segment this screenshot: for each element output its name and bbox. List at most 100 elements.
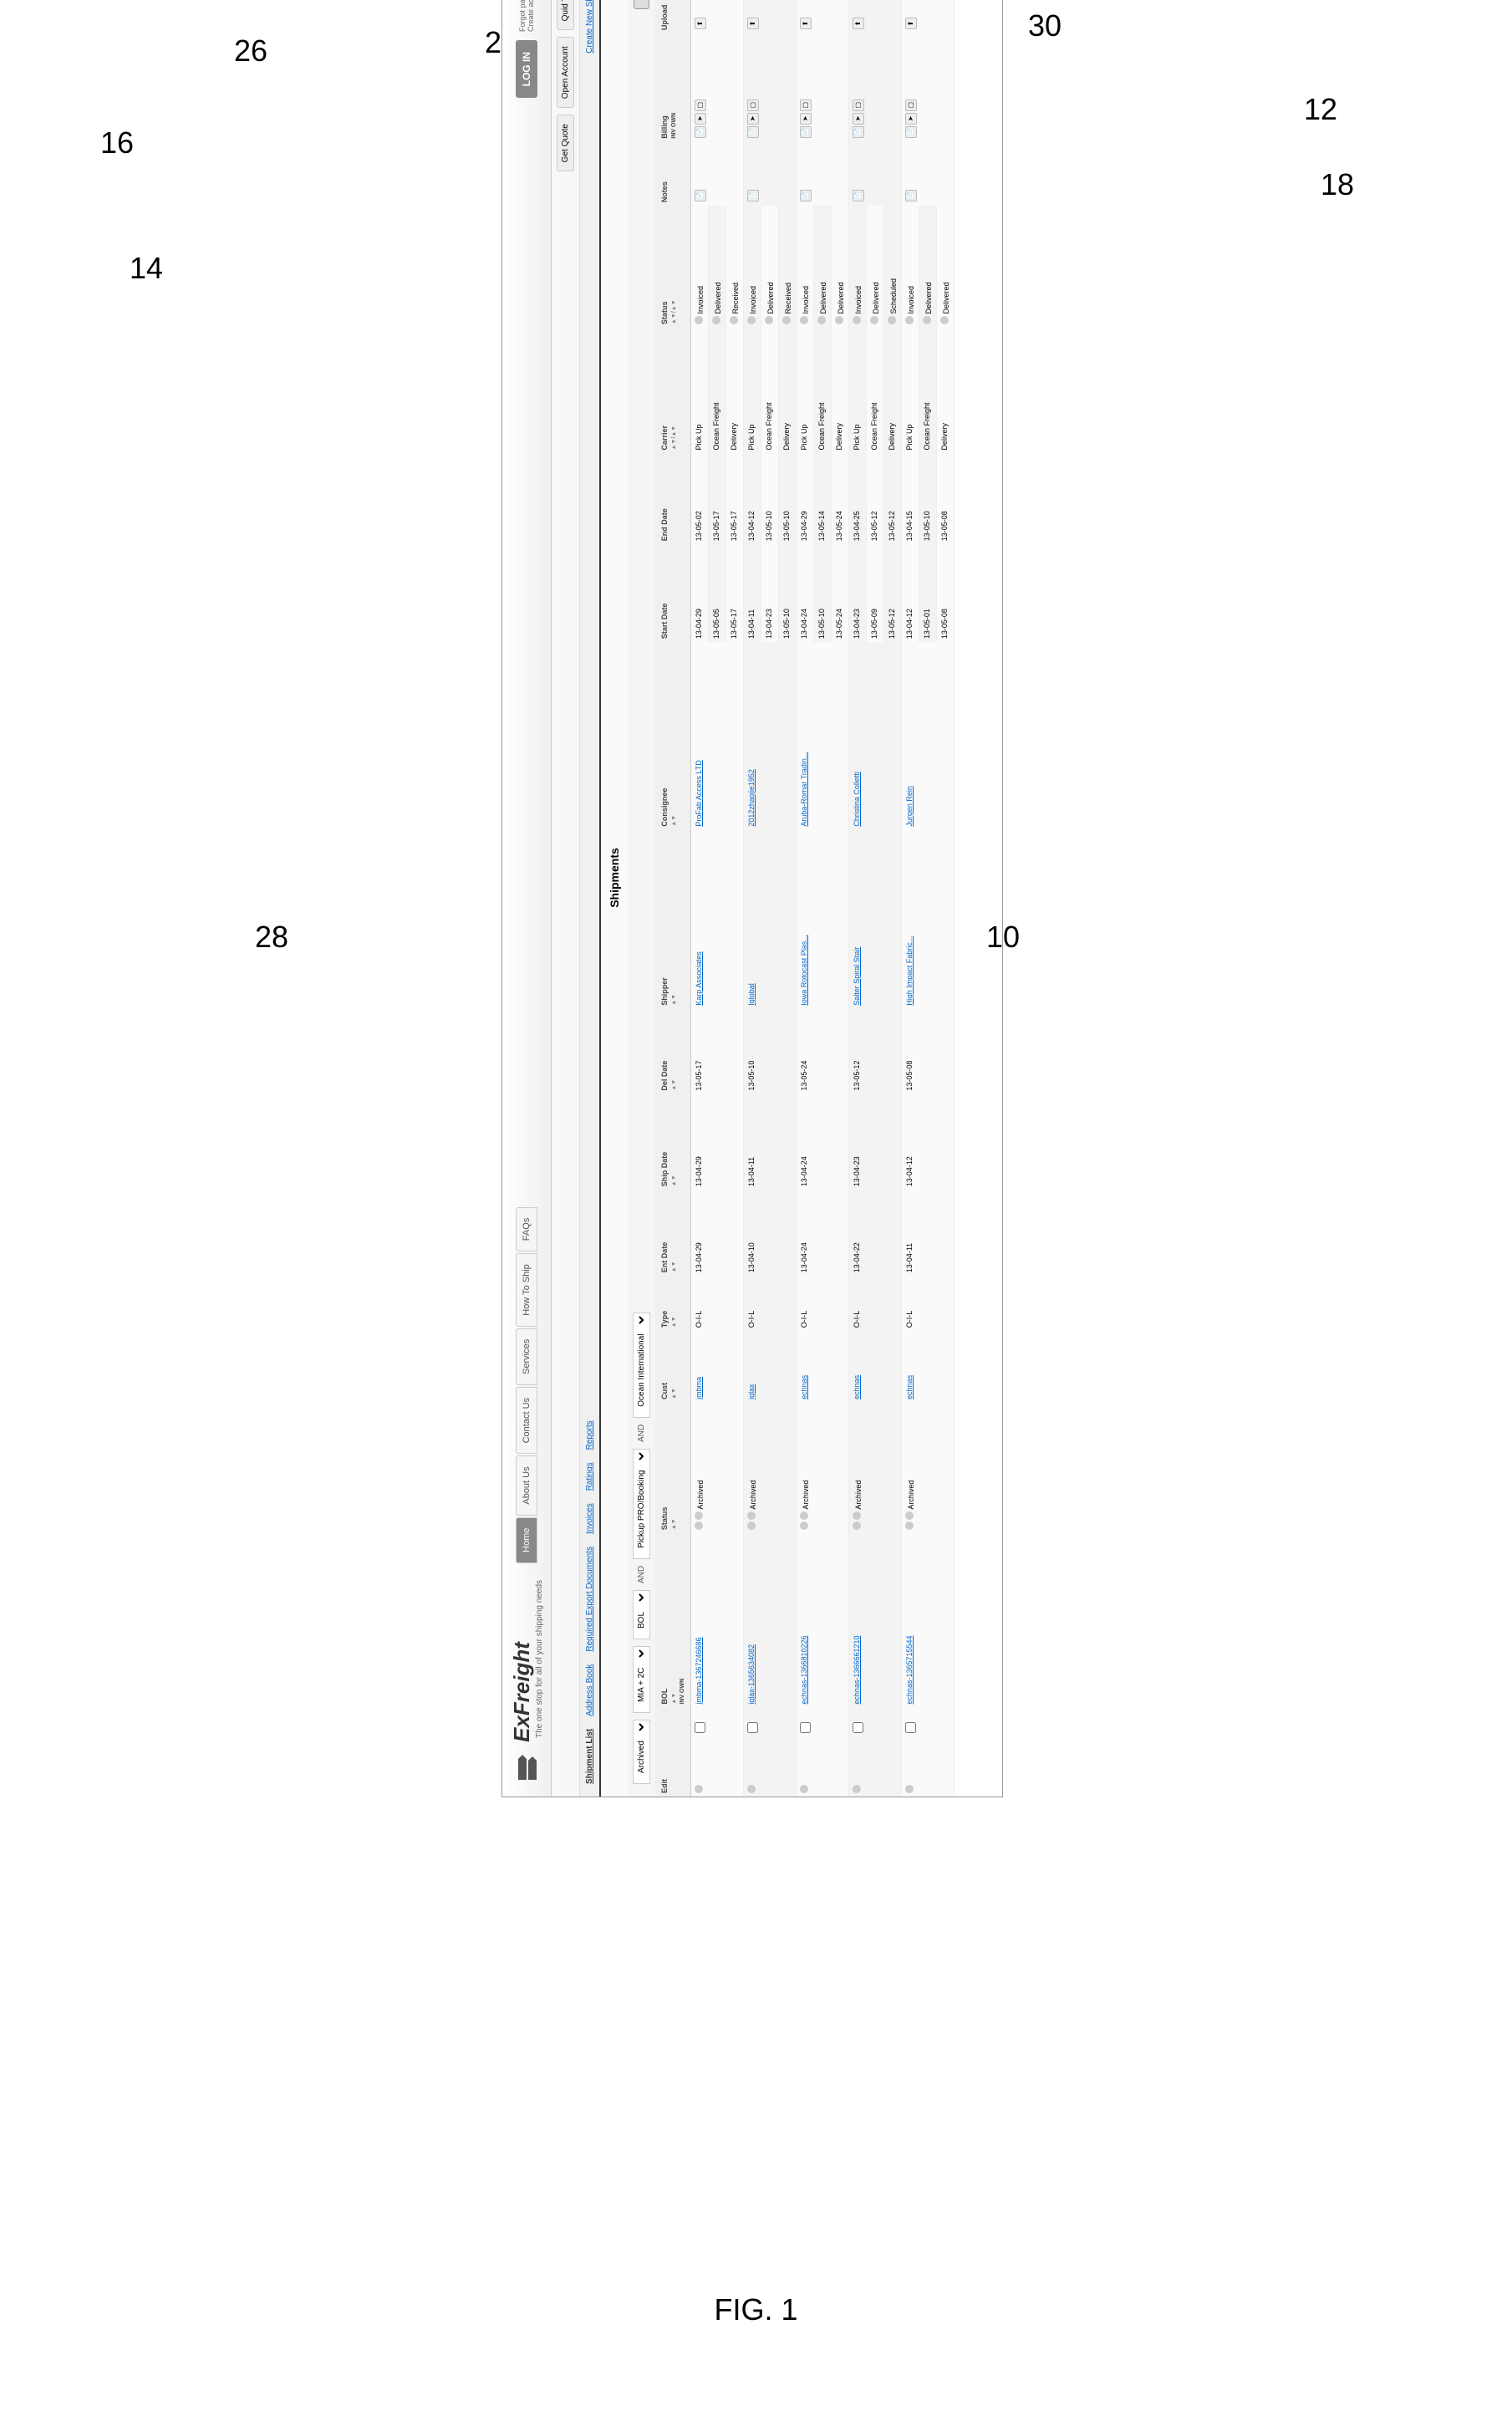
notes-icon[interactable]: 📄 <box>849 142 902 206</box>
shipper-link[interactable]: Salter Spiral Stair <box>853 947 861 1006</box>
leg-end: 13-05-08 <box>937 453 955 544</box>
notes-icon[interactable]: 📄 <box>902 142 955 206</box>
row-checkbox[interactable] <box>744 1708 797 1749</box>
callout-16: 16 <box>100 125 134 161</box>
consignee-link[interactable]: Aruba-Romar Tradin... <box>800 752 808 827</box>
row-checkbox[interactable] <box>691 1708 744 1749</box>
subnav-invoices[interactable]: Invoices <box>585 1503 594 1534</box>
col-shipper[interactable]: Shipper▲▼ <box>655 830 691 1009</box>
forgot-password-link[interactable]: Forgot password? <box>518 0 527 32</box>
billing-icons[interactable]: 📄➤▢ <box>691 33 744 142</box>
login-area: LOG IN Forgot password? Create account <box>516 0 537 98</box>
edit-icon[interactable] <box>849 1748 902 1797</box>
subnav-create-shipment[interactable]: Create New Shipment <box>585 0 594 54</box>
notes-icon[interactable]: 📄 <box>797 142 849 206</box>
col-ship-date[interactable]: Ship Date▲▼ <box>655 1094 691 1190</box>
status-cell: Archived <box>691 1403 744 1533</box>
cust-link[interactable]: iglax <box>747 1384 756 1399</box>
app-screenshot: ExFreight The one stop for all of your s… <box>501 0 1003 1797</box>
subnav-address-book[interactable]: Address Book <box>585 1664 594 1716</box>
bol-link[interactable]: iglax-1365634082 <box>747 1644 756 1705</box>
consignee-link[interactable]: Jurgen Rein <box>905 786 914 827</box>
bol-link[interactable]: echnas-1365715544 <box>905 1636 914 1705</box>
bol-link[interactable]: echnas-1366810226 <box>800 1636 808 1705</box>
col-del-date[interactable]: Del Date▲▼ <box>655 1009 691 1094</box>
notes-icon[interactable]: 📄 <box>691 142 744 206</box>
upload-icon[interactable]: ⬆ <box>691 0 744 33</box>
nav-contact[interactable]: Contact Us <box>516 1387 537 1454</box>
upload-icon[interactable]: ⬆ <box>902 0 955 33</box>
consignee-link[interactable]: Christina Colletti <box>853 772 861 827</box>
nav-home[interactable]: Home <box>516 1517 537 1563</box>
shipper-link[interactable]: Iglobal <box>747 983 756 1006</box>
create-account-link[interactable]: Create account <box>527 0 535 32</box>
leg-carrier: Pick Up <box>902 328 919 453</box>
upload-icon[interactable]: ⬆ <box>849 0 902 33</box>
open-account-button[interactable]: Open Account <box>557 37 574 108</box>
billing-icons[interactable]: 📄➤▢ <box>744 33 797 142</box>
consignee-link[interactable]: 2012zhaojie1952 <box>747 769 756 827</box>
nav-howto[interactable]: How To Ship <box>516 1253 537 1327</box>
type-cell: O-I-L <box>849 1276 902 1331</box>
edit-icon[interactable] <box>902 1748 955 1797</box>
edit-icon[interactable] <box>744 1748 797 1797</box>
filter-archived[interactable]: Archived <box>633 1720 650 1784</box>
billing-icons[interactable]: 📄➤▢ <box>797 33 849 142</box>
subnav-shipment-list[interactable]: Shipment List <box>585 1729 594 1784</box>
col-consignee[interactable]: Consignee▲▼ <box>655 642 691 830</box>
get-quote-button[interactable]: Get Quote <box>557 115 574 171</box>
leg-carrier: Delivery <box>832 328 849 453</box>
leg-status: Invoiced <box>744 206 761 328</box>
edit-icon[interactable] <box>797 1748 849 1797</box>
filter-pickup[interactable]: Pickup PRO/Booking <box>633 1449 650 1559</box>
leg-start: 13-05-10 <box>779 544 797 642</box>
shipper-link[interactable]: Karp Associates <box>695 951 703 1006</box>
find-button[interactable]: Find <box>634 0 649 9</box>
tagline: The one stop for all of your shipping ne… <box>535 1580 544 1738</box>
consignee-link[interactable]: ProFab Access LTD <box>695 760 703 826</box>
row-checkbox[interactable] <box>849 1708 902 1749</box>
leg-start: 13-04-24 <box>797 544 814 642</box>
upload-icon[interactable]: ⬆ <box>744 0 797 33</box>
col-carrier[interactable]: Carrier▲▼/▲▼ <box>655 328 691 453</box>
nav-services[interactable]: Services <box>516 1328 537 1385</box>
billing-icons[interactable]: 📄➤▢ <box>849 33 902 142</box>
subnav-reports[interactable]: Reports <box>585 1420 594 1450</box>
row-checkbox[interactable] <box>797 1708 849 1749</box>
quick-track-button[interactable]: Quid Track <box>557 0 574 30</box>
shipment-table: Edit BOL▲▼INV OWN Status▲▼ Cust▲▼ Type▲▼… <box>655 0 955 1797</box>
billing-icons[interactable]: 📄➤▢ <box>902 33 955 142</box>
row-checkbox[interactable] <box>902 1708 955 1749</box>
cust-link[interactable]: echnas <box>905 1375 914 1399</box>
notes-icon[interactable]: 📄 <box>744 142 797 206</box>
nav-faqs[interactable]: FAQs <box>516 1207 537 1252</box>
cust-link[interactable]: jmbma <box>695 1377 703 1399</box>
leg-start: 13-04-23 <box>761 544 779 642</box>
edit-icon[interactable] <box>691 1748 744 1797</box>
cust-link[interactable]: echnas <box>853 1375 861 1399</box>
login-button[interactable]: LOG IN <box>516 40 537 98</box>
shipper-link[interactable]: High Impact Fabric... <box>905 936 914 1006</box>
upload-icon[interactable]: ⬆ <box>797 0 849 33</box>
status-cell: Archived <box>849 1403 902 1533</box>
filter-mia[interactable]: MIA + 2C <box>633 1646 650 1713</box>
bol-link[interactable]: echnas-1366661210 <box>853 1636 861 1705</box>
subnav-export-docs[interactable]: Required Export Documents <box>585 1547 594 1652</box>
shipper-link[interactable]: Iowa Rotocast Plas... <box>800 935 808 1006</box>
leg-end: 13-05-10 <box>779 453 797 544</box>
col-ent-date[interactable]: Ent Date▲▼ <box>655 1190 691 1276</box>
col-type[interactable]: Type▲▼ <box>655 1276 691 1331</box>
col-cust[interactable]: Cust▲▼ <box>655 1331 691 1403</box>
cust-link[interactable]: echnas <box>800 1375 808 1399</box>
col-leg-status[interactable]: Status▲▼/▲▼ <box>655 206 691 328</box>
filter-ocean[interactable]: Ocean International <box>633 1313 650 1418</box>
col-bol[interactable]: BOL▲▼INV OWN <box>655 1533 691 1707</box>
filter-bar: Archived MIA + 2C BOL AND Pickup PRO/Boo… <box>628 0 655 1797</box>
filter-bol[interactable]: BOL <box>633 1590 650 1639</box>
bol-link[interactable]: jmbma-1367246686 <box>695 1638 703 1705</box>
status-cell: Archived <box>744 1403 797 1533</box>
section-title: Shipments <box>601 0 628 1797</box>
nav-about[interactable]: About Us <box>516 1455 537 1515</box>
subnav-ratings[interactable]: Ratings <box>585 1462 594 1491</box>
col-status[interactable]: Status▲▼ <box>655 1403 691 1533</box>
